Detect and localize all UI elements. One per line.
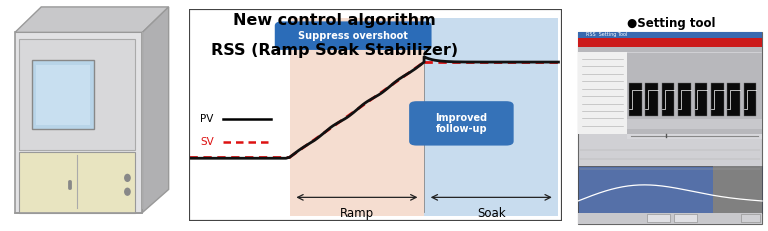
Text: New control algorithm: New control algorithm [233,13,435,28]
FancyBboxPatch shape [678,83,691,116]
FancyBboxPatch shape [743,83,756,116]
FancyBboxPatch shape [275,21,432,50]
FancyBboxPatch shape [578,213,762,224]
FancyBboxPatch shape [15,32,142,213]
Text: SV: SV [200,137,214,147]
FancyBboxPatch shape [578,32,762,38]
FancyBboxPatch shape [694,83,707,116]
FancyBboxPatch shape [627,119,762,124]
Text: RSS  Setting Tool: RSS Setting Tool [586,32,627,37]
Text: RSS (Ramp Soak Stabilizer): RSS (Ramp Soak Stabilizer) [210,43,458,58]
FancyBboxPatch shape [740,214,760,222]
FancyBboxPatch shape [713,166,762,213]
FancyBboxPatch shape [578,49,627,134]
FancyBboxPatch shape [31,60,94,129]
Text: Soak: Soak [477,207,505,220]
Text: ●Setting tool: ●Setting tool [627,17,716,30]
Text: Suppress overshoot: Suppress overshoot [298,31,408,41]
Polygon shape [142,7,169,213]
FancyBboxPatch shape [35,65,90,125]
Circle shape [124,174,131,182]
FancyBboxPatch shape [627,134,762,139]
FancyBboxPatch shape [578,32,762,224]
Text: PV: PV [200,114,214,124]
FancyBboxPatch shape [662,83,674,116]
FancyBboxPatch shape [711,83,723,116]
Circle shape [124,188,131,196]
Text: Improved
follow-up: Improved follow-up [435,112,488,134]
FancyBboxPatch shape [578,166,762,213]
FancyBboxPatch shape [189,9,562,221]
Bar [290,18,424,216]
Bar [424,18,558,216]
FancyBboxPatch shape [578,38,762,47]
FancyBboxPatch shape [18,152,135,213]
FancyBboxPatch shape [647,214,670,222]
FancyBboxPatch shape [645,83,658,116]
FancyBboxPatch shape [578,47,762,52]
Polygon shape [15,7,169,32]
FancyBboxPatch shape [18,39,135,150]
Text: Ramp: Ramp [339,207,374,220]
FancyBboxPatch shape [674,214,697,222]
FancyBboxPatch shape [629,83,642,116]
FancyBboxPatch shape [627,124,762,129]
FancyBboxPatch shape [627,53,762,134]
FancyBboxPatch shape [727,83,740,116]
FancyBboxPatch shape [409,101,514,146]
